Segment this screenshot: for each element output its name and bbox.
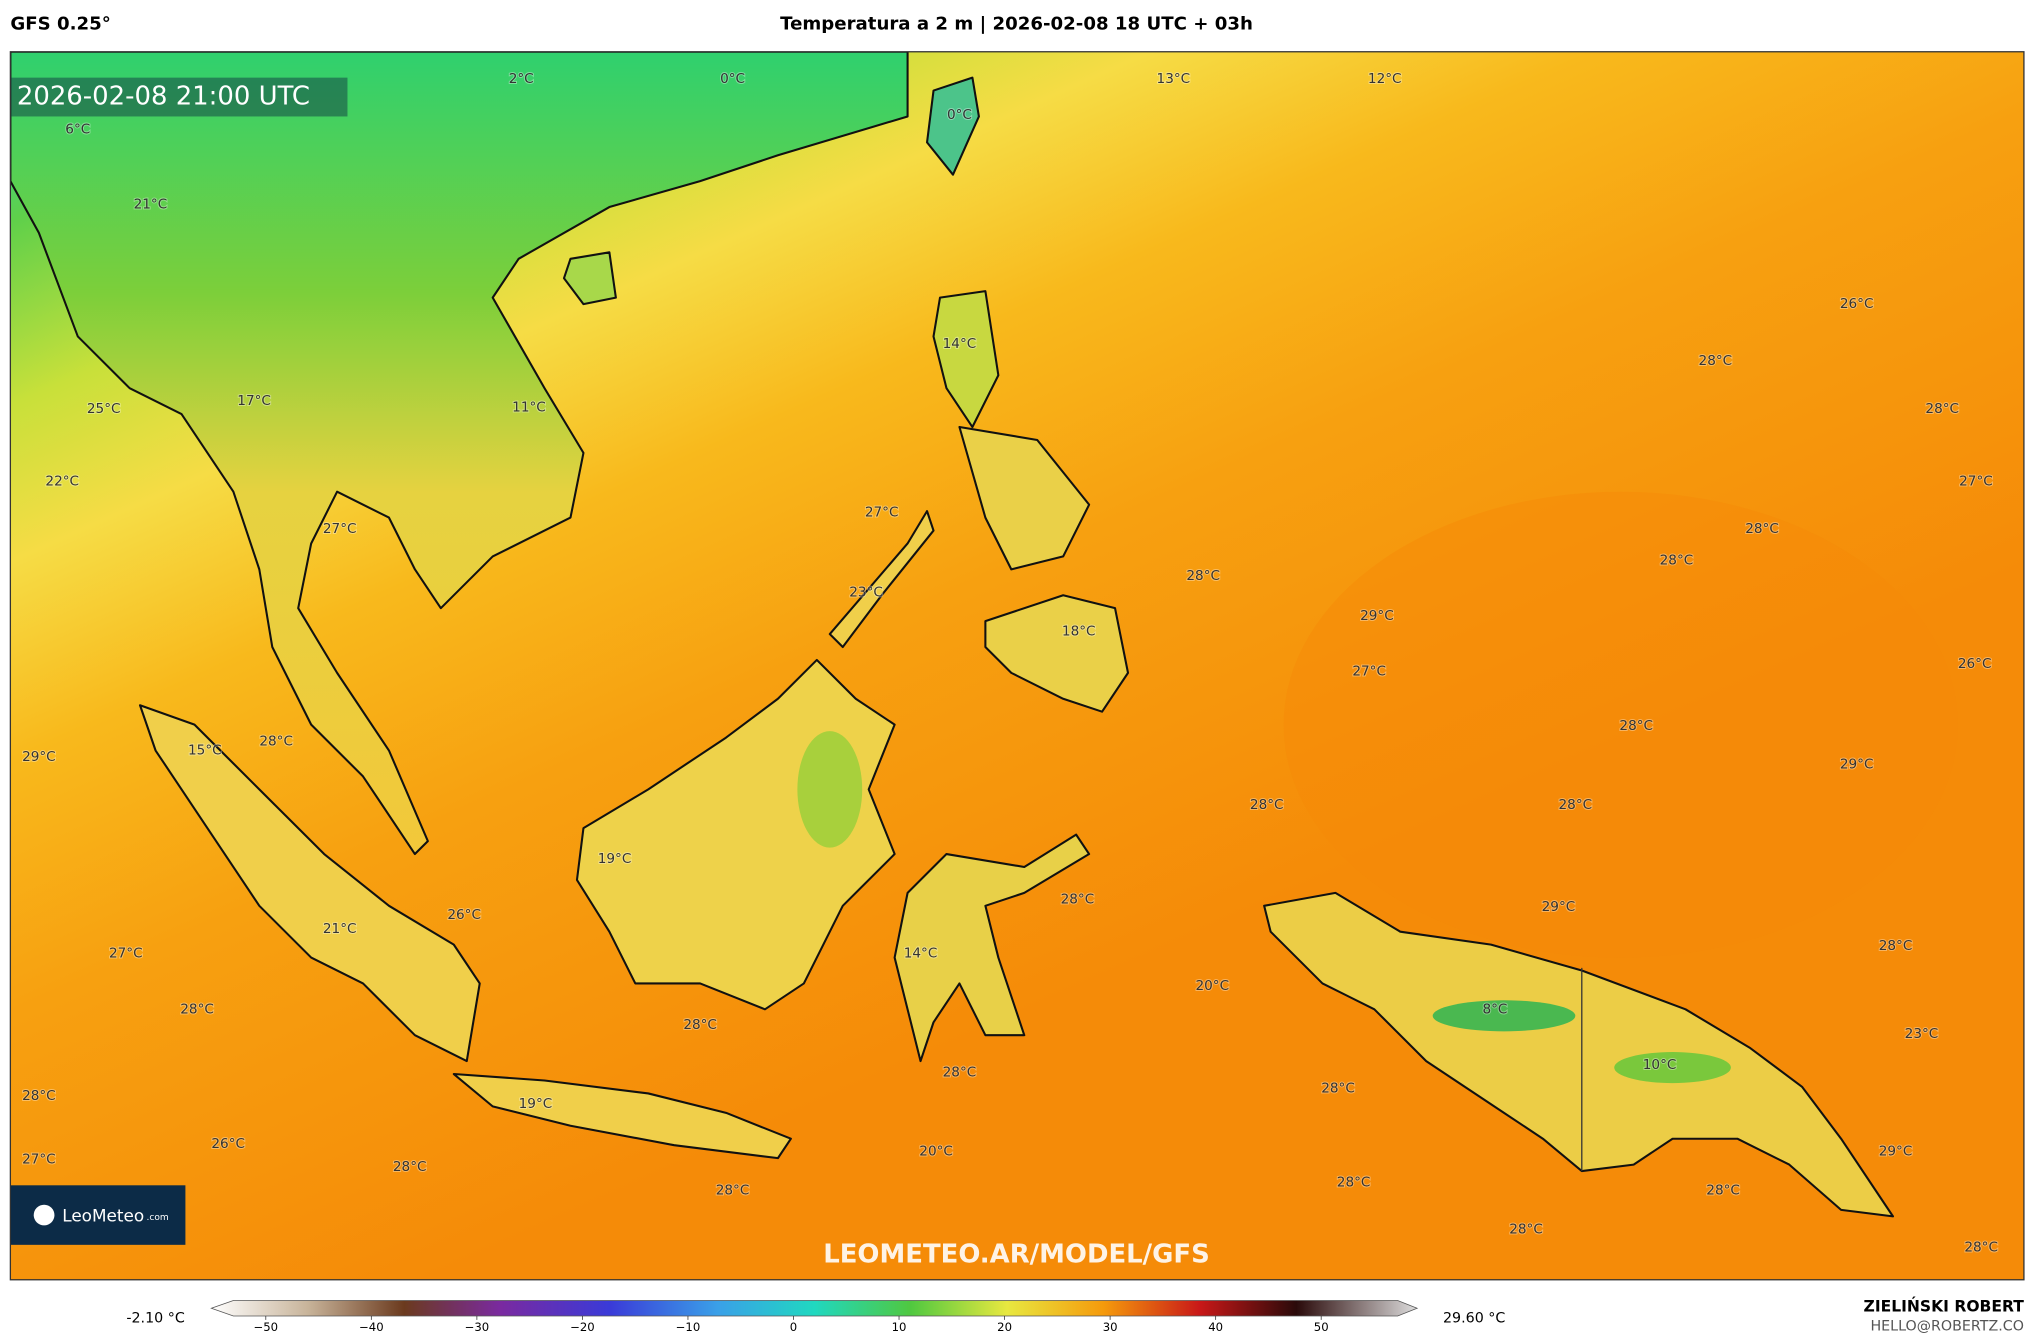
timestamp-box [10,77,348,117]
colorbar-tick-label: −40 [359,1320,384,1334]
temperature-label: 27°C [1959,473,1993,489]
temperature-label: 28°C [259,733,293,749]
temperature-label: 28°C [1879,938,1913,954]
temperature-label: 27°C [109,946,143,962]
temperature-label: 28°C [1699,353,1733,369]
temperature-label: 26°C [1840,296,1874,312]
temperature-label: 23°C [1905,1026,1939,1042]
temperature-label: 29°C [22,749,56,765]
watermark: LEOMETEO.AR/MODEL/GFS [823,1240,1210,1270]
colorbar-tick-label: 50 [1314,1320,1329,1334]
temperature-label: 20°C [919,1144,953,1160]
temperature-label: 28°C [1706,1182,1740,1198]
temperature-label: 28°C [1337,1175,1371,1191]
temperature-label: 8°C [1482,1001,1507,1017]
temperature-label: 28°C [1186,568,1220,584]
temperature-label: 25°C [87,401,121,417]
temperature-label: 13°C [1157,71,1191,87]
temperature-label: 26°C [1958,656,1992,672]
temperature-label: 21°C [134,196,168,212]
temperature-label: 27°C [22,1151,56,1167]
map: 2°C 0°C 13°C 12°C 6°C 0°C 21°C 26°C 14°C 28°C 25°C… [10,51,2024,1280]
temperature-label: 20°C [1195,978,1229,994]
temperature-label: 10°C [1643,1057,1677,1073]
temperature-label: 21°C [323,921,357,937]
temperature-label: 19°C [598,851,632,867]
temperature-label: 11°C [512,400,546,416]
colorbar-tick-label: −50 [253,1320,278,1334]
model-name: GFS 0.25° [10,14,111,35]
temperature-label: 28°C [393,1159,427,1175]
email: HELLO@ROBERTZ.CO [1870,1318,2023,1334]
temperature-label: 28°C [1321,1080,1355,1096]
temperature-label: 28°C [22,1088,56,1104]
colorbar-min: -2.10 °C [126,1311,185,1327]
logo-name: LeoMeteo [62,1205,144,1225]
temperature-label: 6°C [65,121,90,137]
temperature-label: 28°C [1925,401,1959,417]
temperature-label: 29°C [1879,1144,1913,1160]
colorbar-tick-label: −10 [676,1320,701,1334]
temperature-label: 14°C [943,336,977,352]
temperature-label: 27°C [323,521,357,537]
temperature-label: 12°C [1368,71,1402,87]
temperature-label: 28°C [1509,1221,1543,1237]
temperature-label: 28°C [943,1065,977,1081]
temperature-label: 28°C [716,1182,750,1198]
colorbar-tick-label: 30 [1103,1320,1118,1334]
temperature-label: 29°C [1542,899,1576,915]
warm-area [1283,491,1958,958]
landmasses [10,51,1895,1218]
temperature-label: 26°C [447,907,481,923]
colorbar-tick-label: 0 [790,1320,797,1334]
colorbar: −50 −40 −30 −20 −10 0 10 20 30 40 50 [210,1300,1419,1334]
temperature-label: 29°C [1840,757,1874,773]
colorbar-tick-label: 40 [1208,1320,1223,1334]
temperature-label: 0°C [720,71,745,87]
temperature-label: 27°C [1352,664,1386,680]
temperature-labels: 2°C 0°C 13°C 12°C 6°C 0°C 21°C 26°C 14°C 28°C 25°C… [21,70,1999,1256]
temperature-label: 23°C [849,585,883,601]
colorbar-tick-label: −20 [570,1320,595,1334]
map-title: Temperatura a 2 m | 2026-02-08 18 UTC + … [780,14,1253,35]
timestamp: 2026-02-08 21:00 UTC [17,82,310,112]
temperature-label: 28°C [1660,552,1694,568]
colorbar-tick-label: 20 [997,1320,1012,1334]
author: ZIELIŃSKI ROBERT [1864,1296,2025,1315]
temperature-label: 28°C [1619,718,1653,734]
temperature-label: 26°C [211,1136,245,1152]
colorbar-tick-label: −30 [465,1320,490,1334]
logo-sun [33,1204,55,1226]
colorbar-tick-label: 10 [892,1320,907,1334]
temperature-label: 28°C [1964,1239,1998,1255]
colorbar-max: 29.60 °C [1443,1311,1505,1327]
temperature-label: 17°C [237,393,271,409]
temperature-label: 28°C [180,1001,214,1017]
colorbar-scale [210,1300,1419,1317]
logo-suffix: .com [147,1213,169,1223]
temperature-label: 18°C [1062,623,1096,639]
temperature-label: 28°C [1250,797,1284,813]
temperature-label: 14°C [904,946,938,962]
temperature-label: 0°C [947,107,972,123]
temperature-label: 28°C [1559,797,1593,813]
temperature-label: 29°C [1360,608,1394,624]
temperature-label: 22°C [45,473,79,489]
temperature-label: 19°C [519,1096,553,1112]
temperature-label: 28°C [683,1017,717,1033]
temperature-label: 28°C [1061,891,1095,907]
temperature-label: 2°C [509,71,534,87]
map-frame [9,51,2025,1281]
temperature-label: 27°C [865,504,899,520]
temperature-label: 28°C [1745,521,1779,537]
temperature-label: 15°C [188,743,222,759]
